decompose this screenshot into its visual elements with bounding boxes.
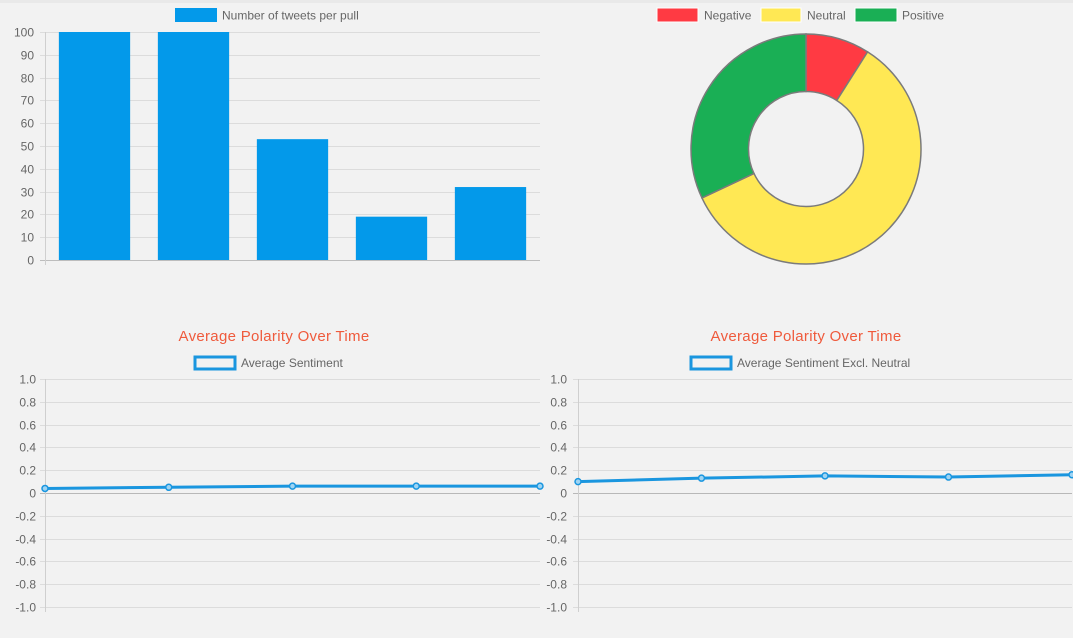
bar-y-tick-label: 80 (21, 72, 35, 86)
line-y-tick-label: 0.2 (550, 464, 567, 478)
line-y-tick-label: 0.8 (550, 396, 567, 410)
top-border (0, 0, 1073, 3)
line-point[interactable] (1068, 471, 1073, 479)
line-point[interactable] (821, 472, 829, 480)
line-y-tick-label: 0.4 (19, 441, 36, 455)
bar-legend-swatch (175, 8, 217, 22)
line-y-tick-label: 0 (29, 487, 36, 501)
donut-chart: Negative Neutral Positive (656, 7, 944, 265)
donut-slice-neutral[interactable] (700, 50, 922, 265)
line-1-legend-swatch (193, 355, 237, 371)
line-point[interactable] (944, 473, 953, 481)
legend-negative-label: Negative (704, 9, 752, 23)
legend-neutral-label: Neutral (807, 9, 846, 23)
line-point[interactable] (288, 482, 297, 490)
legend-neutral-swatch (760, 7, 802, 23)
line-chart-2-title: Average Polarity Over Time (711, 328, 902, 345)
line-point[interactable] (165, 483, 173, 492)
line-2-y-axis: 1.0 0.8 0.6 0.4 0.2 0 -0.2 -0.4 -0.6 -0.8 -1.0 (546, 373, 567, 615)
bar-y-tick-label: 30 (21, 186, 35, 200)
bar-series (58, 32, 527, 260)
line-point[interactable] (41, 484, 49, 493)
line-y-tick-label: -1.0 (546, 601, 567, 615)
bar-legend-label: Number of tweets per pull (222, 9, 359, 23)
bar-y-tick-label: 90 (21, 49, 35, 63)
line-point[interactable] (536, 482, 544, 490)
bar-y-tick-label: 20 (21, 208, 35, 222)
legend-positive[interactable]: Positive (854, 7, 944, 23)
line-y-tick-label: 0.6 (19, 419, 36, 433)
line-y-tick-label: 0 (560, 487, 567, 501)
bar-y-tick-label: 10 (21, 231, 35, 245)
line-y-tick-label: -0.6 (15, 555, 36, 569)
donut-slices (690, 33, 922, 265)
bar[interactable] (157, 32, 230, 260)
line-y-tick-label: 1.0 (19, 373, 36, 387)
donut-slice-positive[interactable] (690, 33, 807, 199)
line-y-tick-label: -1.0 (15, 601, 36, 615)
line-y-tick-label: -0.8 (15, 578, 36, 592)
line-chart-average-sentiment-excl-neutral: Average Polarity Over Time Average Senti… (546, 328, 1073, 615)
line-point[interactable] (697, 474, 706, 482)
line-y-tick-label: -0.4 (15, 533, 36, 547)
bar[interactable] (355, 216, 428, 260)
line-y-tick-label: 0.2 (19, 464, 36, 478)
line-2-legend-label: Average Sentiment Excl. Neutral (737, 356, 910, 370)
bar-y-tick-label: 0 (27, 254, 34, 268)
line-y-tick-label: 0.8 (19, 396, 36, 410)
legend-positive-label: Positive (902, 9, 944, 23)
legend-negative[interactable]: Negative (656, 7, 752, 23)
line-point[interactable] (574, 477, 582, 486)
line-1-y-axis: 1.0 0.8 0.6 0.4 0.2 0 -0.2 -0.4 -0.6 -0.8 -1.0 (15, 373, 36, 615)
bar[interactable] (256, 139, 329, 260)
line-y-tick-label: -0.2 (15, 510, 36, 524)
line-y-tick-label: -0.6 (546, 555, 567, 569)
bar[interactable] (58, 32, 131, 260)
legend-neutral[interactable]: Neutral (760, 7, 846, 23)
line-point[interactable] (412, 482, 420, 490)
bar-y-tick-label: 60 (21, 117, 35, 131)
donut-legend: Negative Neutral Positive (656, 7, 944, 23)
legend-negative-swatch (656, 7, 699, 23)
bar-y-tick-label: 100 (14, 26, 34, 40)
line-y-tick-label: -0.2 (546, 510, 567, 524)
line-y-tick-label: -0.4 (546, 533, 567, 547)
legend-positive-swatch (854, 7, 898, 23)
line-1-series (41, 482, 544, 493)
line-1-legend[interactable]: Average Sentiment (193, 355, 344, 371)
line-y-tick-label: 0.6 (550, 419, 567, 433)
line-y-tick-label: 0.4 (550, 441, 567, 455)
line-2-series (574, 471, 1073, 486)
line-y-tick-label: -0.8 (546, 578, 567, 592)
bar-chart: Number of tweets per pull 0 10 20 30 40 50 60 7… (14, 8, 540, 268)
bar[interactable] (454, 187, 527, 260)
bar-y-tick-label: 40 (21, 163, 35, 177)
bar-y-axis: 0 10 20 30 40 50 60 70 80 90 100 (14, 26, 34, 268)
bar-y-tick-label: 50 (21, 140, 35, 154)
line-2-legend-swatch (689, 355, 733, 371)
line-1-gridlines (40, 379, 540, 612)
line-2-legend[interactable]: Average Sentiment Excl. Neutral (689, 355, 910, 371)
bar-y-tick-label: 70 (21, 94, 35, 108)
line-chart-1-title: Average Polarity Over Time (179, 328, 370, 345)
line-y-tick-label: 1.0 (550, 373, 567, 387)
line-2-gridlines (573, 379, 1072, 612)
line-chart-average-sentiment: Average Polarity Over Time Average Senti… (15, 328, 544, 615)
line-1-legend-label: Average Sentiment (241, 356, 344, 370)
bar-legend[interactable]: Number of tweets per pull (175, 8, 359, 23)
